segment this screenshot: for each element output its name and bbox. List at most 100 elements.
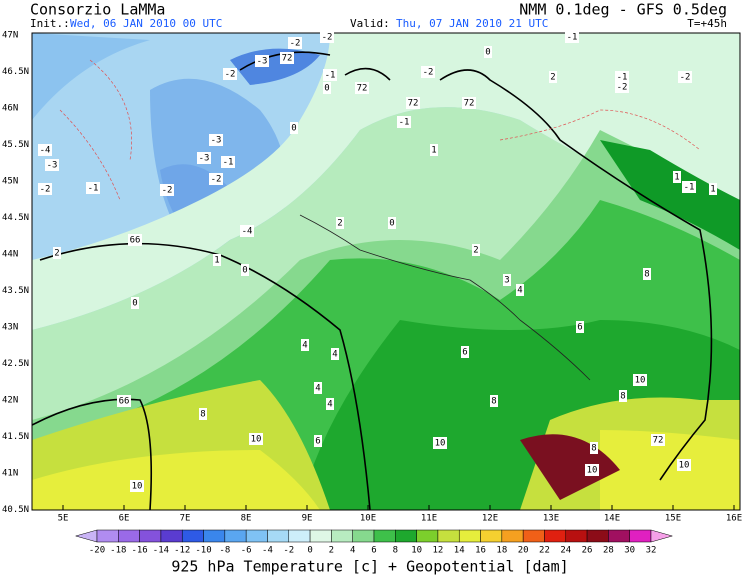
colorbar-tick-label: -18 (110, 546, 126, 556)
contour-label: 3 (504, 276, 509, 286)
contour-label: -1 (567, 33, 578, 43)
colorbar-tick-label: 4 (350, 546, 355, 556)
contour-label-bg (430, 144, 438, 156)
colorbar-swatch (203, 529, 226, 543)
contour-label: 10 (587, 466, 598, 476)
colorbar-swatch (629, 529, 652, 543)
contour-label-bg (503, 274, 511, 286)
contour-label: 66 (130, 236, 141, 246)
colorbar-swatch (522, 529, 545, 543)
contour-label-bg (516, 284, 524, 296)
contour-label: 0 (242, 266, 247, 276)
map-frame (31, 32, 741, 511)
contour-label-bg (484, 46, 492, 58)
contour-label-bg (160, 184, 174, 196)
contour-label: -2 (40, 185, 51, 195)
lon-label: 6E (119, 514, 130, 524)
contour-label: 0 (324, 84, 329, 94)
contour-label-bg (490, 395, 498, 407)
colorbar-tick-label: 18 (496, 546, 507, 556)
lat-label: 45N (2, 177, 18, 187)
contour-label-bg (117, 395, 131, 407)
contour-label: -1 (684, 183, 695, 193)
colorbar-tick-label: 14 (454, 546, 465, 556)
agency: Consorzio LaMMa (30, 1, 165, 19)
contour-label-bg (643, 268, 651, 280)
colorbar-tick-label: -10 (195, 546, 211, 556)
model: NMM 0.1deg - GFS 0.5deg (519, 1, 727, 19)
contour-label: -3 (47, 161, 58, 171)
colorbar-tick-label: -4 (262, 546, 273, 556)
colorbar-tick-label: 8 (393, 546, 398, 556)
colorbar-swatch (139, 529, 162, 543)
contour-label: 72 (464, 99, 475, 109)
contour-label-bg (336, 217, 344, 229)
contour-label-bg (590, 442, 598, 454)
lon-label: 16E (726, 514, 742, 524)
contour-label: -2 (225, 70, 236, 80)
contour-label: 72 (282, 54, 293, 64)
contour-label-bg (565, 31, 579, 43)
contour-label-bg (86, 182, 100, 194)
contour-label-bg (323, 69, 337, 81)
colorbar-tick-label: -8 (219, 546, 230, 556)
contour-label-bg (255, 55, 269, 67)
contour-label-bg (199, 408, 207, 420)
colorbar-swatch (565, 529, 588, 543)
lat-label: 44N (2, 250, 18, 260)
contour-label: 10 (132, 482, 143, 492)
contour-label-bg (128, 234, 142, 246)
contour-label: 8 (620, 392, 625, 402)
contour-label-bg (223, 68, 237, 80)
contour-label-bg (130, 480, 144, 492)
contour-label: 10 (679, 461, 690, 471)
contour-label: -2 (617, 83, 628, 93)
map-field (32, 33, 740, 510)
contour-label-bg (406, 97, 420, 109)
valid-time: Thu, 07 JAN 2010 21 UTC (396, 17, 548, 30)
lon-label: 5E (58, 514, 69, 524)
contour-label-bg (320, 31, 334, 43)
colorbar-swatch (224, 529, 247, 543)
contour-label-bg (323, 82, 331, 94)
colorbar-tick-label: 10 (411, 546, 422, 556)
contour-label: 0 (291, 124, 296, 134)
contour-label: 72 (357, 84, 368, 94)
lat-label: 41.5N (2, 432, 29, 442)
contour-label: 0 (485, 48, 490, 58)
init-label: Init.: (30, 17, 70, 30)
contour-label: 8 (644, 270, 649, 280)
colorbar-tick-label: -12 (174, 546, 190, 556)
contour-label: 8 (200, 410, 205, 420)
colorbar-swatch (544, 529, 567, 543)
footer-caption: 925 hPa Temperature [c] + Geopotential [… (171, 558, 568, 576)
contour-label: -1 (617, 73, 628, 83)
contour-label-bg (433, 437, 447, 449)
colorbar-swatch (352, 529, 375, 543)
contour-label-bg (677, 459, 691, 471)
lon-label: 7E (180, 514, 191, 524)
contour-label: 0 (389, 219, 394, 229)
contour-label-bg (241, 264, 249, 276)
contour-label: 1 (710, 185, 715, 195)
lon-label: 10E (360, 514, 376, 524)
lat-label: 41N (2, 469, 18, 479)
lon-label: 14E (604, 514, 620, 524)
colorbar-tick-label: -2 (283, 546, 294, 556)
contour-label: 2 (54, 249, 59, 259)
colorbar-swatch (373, 529, 396, 543)
contour-label-bg (549, 71, 557, 83)
contour-label-bg (209, 134, 223, 146)
colorbar-swatch (608, 529, 630, 543)
contour-label: 8 (491, 397, 496, 407)
colorbar-swatch (416, 529, 439, 543)
colorbar-tick-label: 24 (560, 546, 571, 556)
contour-label: 2 (337, 219, 342, 229)
contour-label-bg (249, 433, 263, 445)
lat-label: 42.5N (2, 359, 29, 369)
contour-label-bg (619, 390, 627, 402)
contour-label: 4 (302, 341, 307, 351)
contour-label-bg (673, 171, 681, 183)
colorbar-swatch (501, 529, 524, 543)
